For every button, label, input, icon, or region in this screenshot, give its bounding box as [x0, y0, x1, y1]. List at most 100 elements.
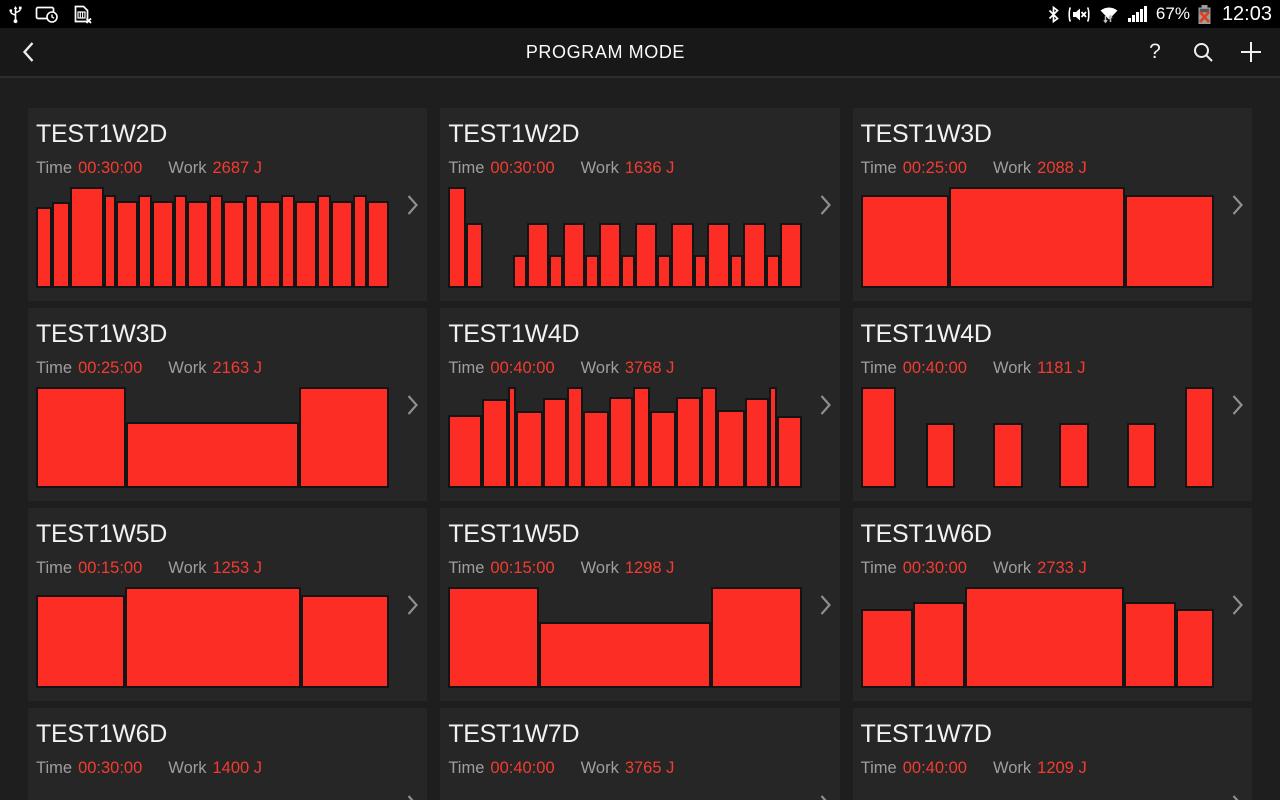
search-icon: [1194, 43, 1213, 62]
add-button[interactable]: [1232, 27, 1270, 77]
program-info: Time 00:40:00 Work 3765 J: [448, 759, 829, 778]
time-value: 00:40:00: [902, 759, 967, 777]
work-value: 1253 J: [212, 559, 263, 577]
chevron-right-icon: [819, 194, 832, 216]
chevron-right-icon: [819, 594, 832, 616]
program-info: Time 00:30:00 Work 1400 J: [36, 759, 417, 778]
program-info: Time 00:15:00 Work 1253 J: [36, 559, 417, 578]
program-card[interactable]: TEST1W6D Time 00:30:00 Work 2733 J: [852, 508, 1252, 701]
card-grid: TEST1W2D Time 00:30:00 Work 2687 J TEST1W2D…: [28, 108, 1252, 800]
work-label: Work: [168, 559, 207, 577]
chart-bar: [707, 223, 730, 288]
time-value: 00:15:00: [78, 559, 143, 577]
program-bar-chart: [860, 187, 1214, 288]
work-value: 1209 J: [1037, 759, 1087, 777]
chart-bar: [331, 201, 354, 288]
chart-bar: [1124, 602, 1177, 688]
program-info: Time 00:25:00 Work 2163 J: [36, 359, 417, 378]
chevron-right-icon: [1231, 794, 1244, 800]
chart-bar: [609, 397, 634, 488]
chart-bar: [599, 223, 622, 288]
chart-bar: [1059, 423, 1089, 488]
program-card[interactable]: TEST1W2D Time 00:30:00 Work 2687 J: [28, 108, 428, 301]
program-card[interactable]: TEST1W7D Time 00:40:00 Work 1209 J: [852, 708, 1252, 800]
program-bar-chart: [860, 387, 1214, 488]
time-label: Time: [860, 359, 897, 377]
chart-bar: [103, 195, 117, 288]
program-card[interactable]: TEST1W5D Time 00:15:00 Work 1253 J: [28, 508, 428, 701]
work-value: 3768 J: [624, 359, 675, 377]
plus-icon: [1241, 42, 1261, 62]
chevron-right-icon: [406, 194, 419, 216]
time-label: Time: [448, 559, 485, 577]
chevron-right-icon: [406, 794, 419, 800]
chart-bar: [36, 387, 127, 488]
chart-bar: [187, 201, 210, 288]
chart-bar: [693, 254, 708, 288]
chart-bar: [36, 595, 125, 688]
program-bar-chart: [36, 187, 390, 288]
program-card[interactable]: TEST1W4D Time 00:40:00 Work 3768 J: [440, 308, 840, 501]
smart-stay-icon: [35, 4, 59, 24]
chart-bar: [860, 609, 913, 688]
work-label: Work: [168, 759, 207, 777]
work-value: 1636 J: [624, 159, 675, 177]
chart-bar: [649, 411, 677, 488]
help-button[interactable]: ?: [1149, 40, 1161, 63]
back-button[interactable]: [0, 27, 56, 77]
status-bar: 67% 12:03: [0, 0, 1280, 28]
chart-bar: [993, 423, 1023, 488]
chart-bar: [317, 195, 332, 288]
chart-bar: [299, 387, 390, 488]
battery-percent: 67%: [1155, 4, 1190, 23]
program-card[interactable]: TEST1W4D Time 00:40:00 Work 1181 J: [852, 308, 1252, 501]
chart-bar: [717, 410, 745, 488]
chart-bar: [729, 254, 744, 288]
time-label: Time: [448, 159, 485, 177]
chevron-right-icon: [1231, 394, 1244, 416]
work-label: Work: [992, 759, 1032, 777]
chart-bar: [116, 201, 139, 288]
time-value: 00:40:00: [902, 359, 967, 377]
search-button[interactable]: [1184, 27, 1222, 77]
status-bar-right: 67% 12:03: [1047, 3, 1272, 26]
chart-bar: [245, 195, 260, 288]
action-bar: PROGRAM MODE ?: [0, 28, 1280, 78]
program-bar-chart: [448, 587, 802, 688]
chart-bar: [925, 423, 956, 488]
time-value: 00:25:00: [902, 159, 967, 177]
program-title: TEST1W5D: [36, 520, 167, 548]
program-card[interactable]: TEST1W3D Time 00:25:00 Work 2163 J: [28, 308, 428, 501]
chart-bar: [633, 387, 650, 488]
work-value: 1181 J: [1037, 359, 1086, 377]
program-bar-chart: [36, 587, 390, 688]
work-value: 2687 J: [212, 159, 263, 177]
chart-bar: [912, 602, 965, 688]
work-value: 2088 J: [1037, 159, 1087, 177]
program-bar-chart: [448, 387, 802, 488]
program-card[interactable]: TEST1W7D Time 00:40:00 Work 3765 J: [440, 708, 840, 800]
program-title: TEST1W7D: [860, 720, 992, 748]
wifi-icon: [1098, 5, 1120, 24]
program-info: Time 00:40:00 Work 1209 J: [861, 759, 1242, 778]
signal-icon: [1127, 5, 1149, 24]
time-label: Time: [860, 559, 897, 577]
chart-bar: [52, 202, 71, 288]
program-card[interactable]: TEST1W2D Time 00:30:00 Work 1636 J: [440, 108, 840, 301]
program-card[interactable]: TEST1W5D Time 00:15:00 Work 1298 J: [440, 508, 840, 701]
chart-bar: [585, 254, 600, 288]
program-title: TEST1W5D: [448, 520, 580, 548]
chart-bar: [657, 254, 672, 288]
program-bar-chart: [36, 787, 389, 800]
chart-bar: [860, 195, 950, 288]
program-bar-chart: [448, 187, 802, 288]
chart-bar: [482, 399, 508, 488]
chart-bar: [635, 223, 658, 288]
program-card[interactable]: TEST1W6D Time 00:30:00 Work 1400 J: [28, 708, 428, 800]
program-card[interactable]: TEST1W3D Time 00:25:00 Work 2088 J: [852, 108, 1252, 301]
chart-bar: [353, 195, 368, 288]
program-title: TEST1W2D: [448, 120, 580, 148]
time-value: 00:30:00: [902, 559, 967, 577]
chart-bar: [765, 254, 780, 288]
program-title: TEST1W6D: [860, 520, 992, 548]
